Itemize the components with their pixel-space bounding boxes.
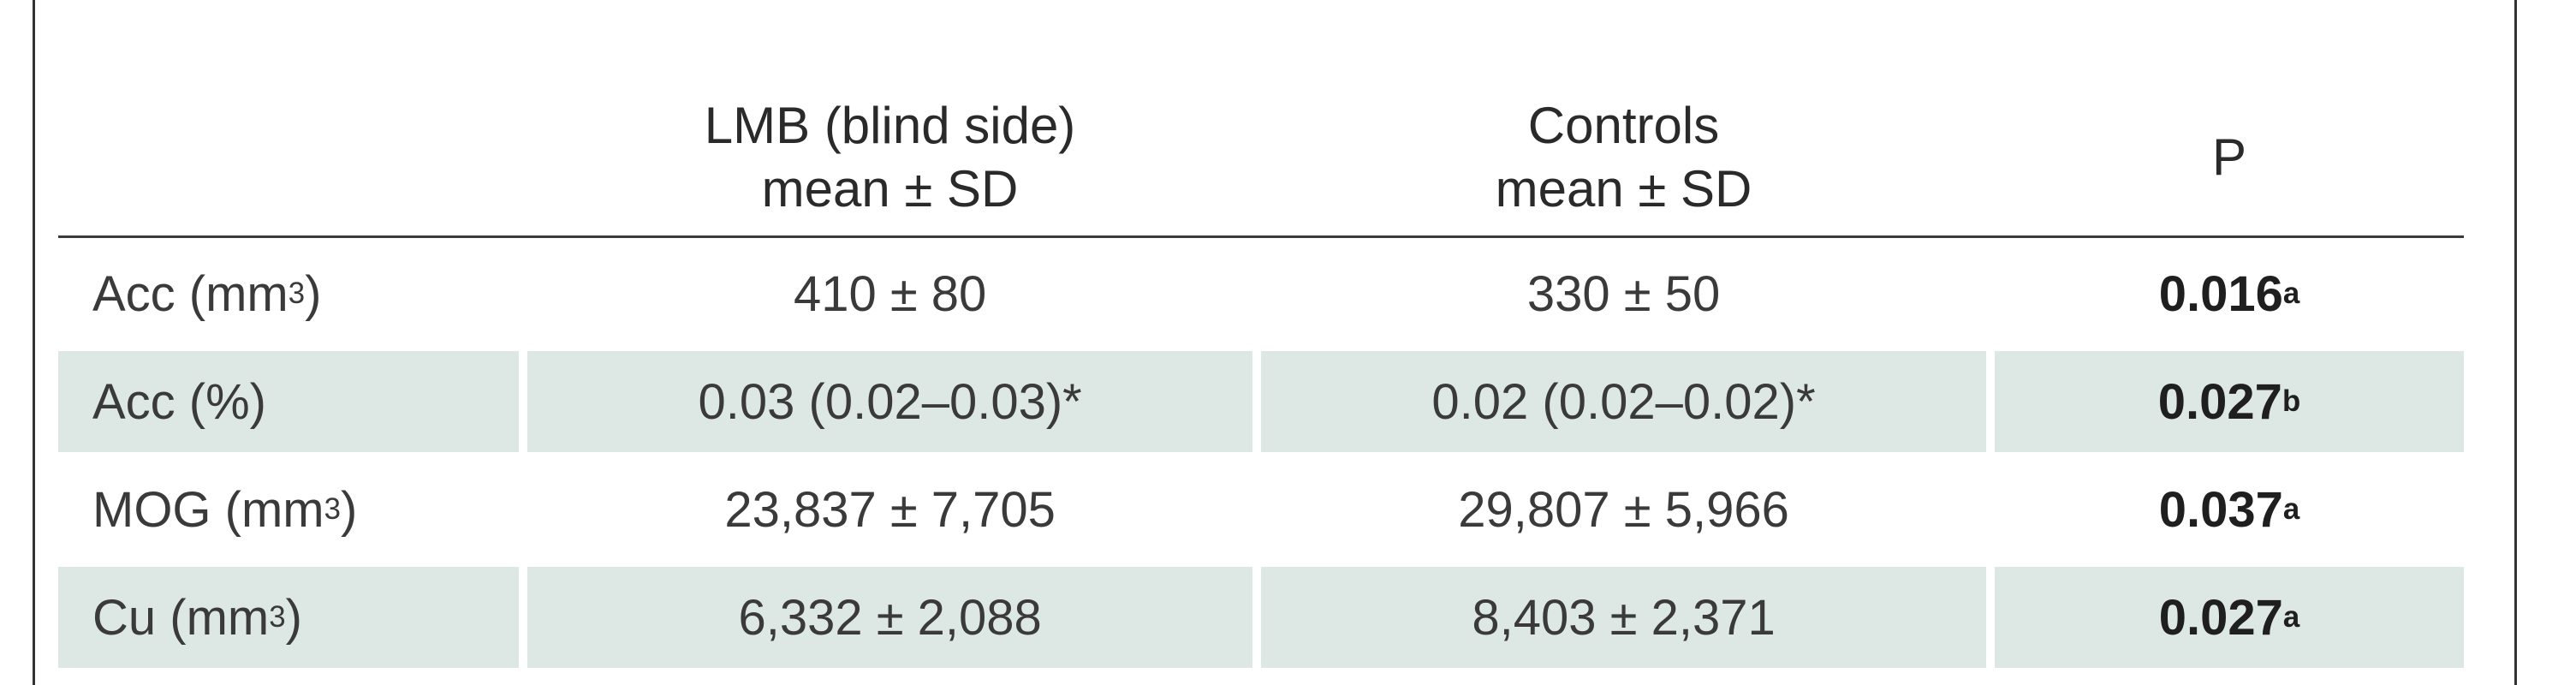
row-label-text: Acc (mm [92, 265, 289, 322]
p-value-text: 0.016 [2158, 265, 2283, 322]
header-empty-cell [58, 79, 519, 235]
header-p: P [1995, 79, 2464, 235]
row-label-end: ) [340, 481, 358, 538]
table-row: Cu (mm 3) 6,332 ± 2,088 8,403 ± 2,371 0.0… [58, 567, 2464, 668]
p-value: 0.027 b [1995, 351, 2464, 452]
row-label-text: Acc (%) [92, 373, 266, 430]
row-label-text: Cu (mm [92, 589, 270, 646]
controls-value: 0.02 (0.02–0.02)* [1261, 351, 1986, 452]
p-value-text: 0.027 [2157, 373, 2282, 430]
table-row: Acc (mm 3) 410 ± 80 330 ± 50 0.016 a [58, 243, 2464, 344]
header-controls-line1: Controls [1527, 96, 1720, 154]
table-header-row: LMB (blind side) mean ± SD Controls mean… [58, 79, 2464, 238]
row-label-text: MOG (mm [92, 481, 324, 538]
header-lmb-line1: LMB (blind side) [704, 96, 1076, 154]
table-frame [33, 0, 2517, 685]
p-value-text: 0.027 [2158, 589, 2283, 646]
header-controls: Controls mean ± SD [1261, 79, 1986, 235]
controls-value: 29,807 ± 5,966 [1458, 481, 1789, 538]
table-row: MOG (mm 3) 23,837 ± 7,705 29,807 ± 5,966 … [58, 459, 2464, 560]
data-table: LMB (blind side) mean ± SD Controls mean… [58, 79, 2464, 668]
p-value: 0.037 a [2158, 481, 2300, 538]
header-lmb-line2: mean ± SD [761, 159, 1019, 217]
p-value: 0.016 a [2158, 265, 2300, 322]
row-label: Cu (mm 3) [58, 567, 520, 668]
lmb-value: 6,332 ± 2,088 [527, 567, 1253, 668]
table-row: Acc (%) 0.03 (0.02–0.03)* 0.02 (0.02–0.0… [58, 351, 2464, 452]
p-value: 0.027 a [1995, 567, 2464, 668]
row-label: Acc (mm 3) [92, 265, 322, 322]
row-label-end: ) [285, 589, 302, 646]
controls-value: 330 ± 50 [1526, 265, 1721, 322]
header-lmb: LMB (blind side) mean ± SD [527, 79, 1252, 235]
p-value-text: 0.037 [2158, 481, 2283, 538]
row-label-end: ) [305, 265, 322, 322]
row-label: MOG (mm 3) [92, 481, 358, 538]
header-controls-line2: mean ± SD [1495, 159, 1752, 217]
lmb-value: 23,837 ± 7,705 [724, 481, 1056, 538]
controls-value: 8,403 ± 2,371 [1261, 567, 1986, 668]
row-label: Acc (%) [58, 351, 520, 452]
lmb-value: 0.03 (0.02–0.03)* [527, 351, 1253, 452]
lmb-value: 410 ± 80 [793, 265, 987, 322]
header-p-label: P [2211, 128, 2246, 186]
